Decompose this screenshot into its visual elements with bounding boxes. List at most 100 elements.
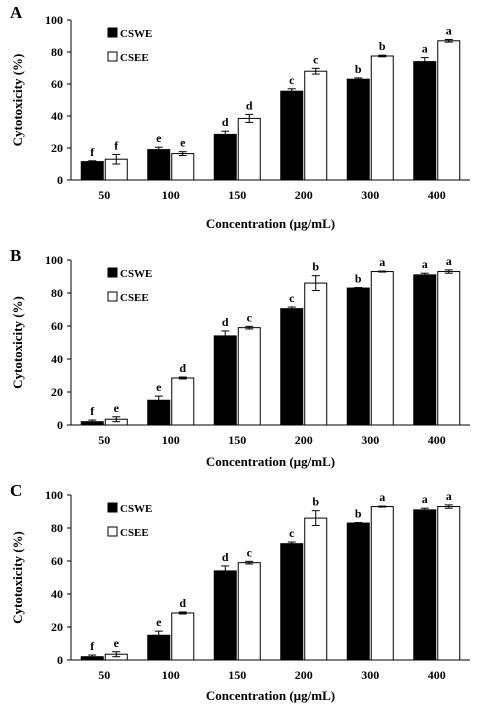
bar [280,90,304,181]
bar [280,308,304,426]
bar [346,78,370,181]
y-tick-label: 80 [51,521,63,535]
bar [171,612,195,661]
significance-letter: a [422,42,428,56]
bar [80,161,104,181]
bar [437,271,461,426]
significance-letter: f [90,404,95,418]
legend-label: CSEE [120,52,149,64]
legend-swatch [107,526,118,537]
significance-letter: a [422,492,428,506]
y-tick-label: 20 [51,141,63,155]
x-tick-label: 300 [361,668,379,682]
bar [413,274,437,426]
y-tick-label: 20 [51,620,63,634]
x-tick-label: 150 [228,668,246,682]
significance-letter: a [379,490,385,504]
significance-letter: d [179,596,186,610]
x-tick-label: 150 [228,433,246,447]
significance-letter: a [446,24,452,38]
significance-letter: b [312,495,319,509]
y-tick-label: 100 [45,13,63,27]
legend-swatch [107,502,118,513]
significance-letter: b [355,62,362,76]
bar [370,271,394,426]
bar [346,522,370,661]
y-axis-title: Cytotoxicity (%) [10,296,25,389]
bar [213,335,237,426]
legend-label: CSWE [120,503,152,515]
y-tick-label: 100 [45,253,63,267]
significance-letter: e [156,131,162,145]
bar [437,506,461,661]
x-tick-label: 50 [98,668,110,682]
y-tick-label: 0 [57,418,63,432]
significance-letter: c [247,545,253,559]
legend-label: CSEE [120,292,149,304]
bar [370,55,394,181]
bar [304,282,328,426]
y-tick-label: 60 [51,77,63,91]
legend-swatch [107,267,118,278]
y-tick-label: 0 [57,653,63,667]
significance-letter: e [114,636,120,650]
x-tick-label: 300 [361,433,379,447]
panel-label: A [10,3,23,22]
significance-letter: d [222,315,229,329]
x-tick-label: 150 [228,188,246,202]
x-axis-title: Concentration (µg/mL) [206,216,335,231]
significance-letter: f [114,138,119,152]
y-tick-label: 60 [51,554,63,568]
y-axis-title: Cytotoxicity (%) [10,54,25,147]
significance-letter: c [247,310,253,324]
x-tick-label: 200 [295,433,313,447]
bar [304,517,328,661]
x-axis-title: Concentration (µg/mL) [206,454,335,469]
x-tick-label: 400 [428,668,446,682]
legend-swatch [107,291,118,302]
legend-label: CSWE [120,28,152,40]
y-tick-label: 40 [51,587,63,601]
significance-letter: d [222,115,229,129]
bar [171,377,195,426]
bar [237,117,261,181]
significance-letter: d [179,361,186,375]
legend-label: CSWE [120,268,152,280]
significance-letter: a [379,255,385,269]
significance-letter: e [180,136,186,150]
y-tick-label: 60 [51,319,63,333]
y-tick-label: 100 [45,488,63,502]
significance-letter: b [355,272,362,286]
bar [346,287,370,426]
x-tick-label: 50 [98,433,110,447]
panel-label: B [10,246,21,265]
significance-letter: a [446,254,452,268]
significance-letter: d [222,550,229,564]
y-tick-label: 40 [51,109,63,123]
bar [213,133,237,181]
legend-label: CSEE [120,527,149,539]
x-tick-label: 200 [295,188,313,202]
x-tick-label: 300 [361,188,379,202]
significance-letter: b [312,260,319,274]
panel-label: C [10,481,22,500]
significance-letter: b [379,39,386,53]
y-tick-label: 80 [51,45,63,59]
significance-letter: b [355,507,362,521]
x-tick-label: 400 [428,433,446,447]
bar [413,509,437,661]
significance-letter: f [90,145,95,159]
bar [413,61,437,181]
bar [237,562,261,661]
bar [304,70,328,181]
y-tick-label: 0 [57,173,63,187]
x-tick-label: 50 [98,188,110,202]
significance-letter: a [422,257,428,271]
x-tick-label: 100 [162,188,180,202]
y-tick-label: 20 [51,385,63,399]
bar [280,543,304,661]
x-tick-label: 400 [428,188,446,202]
significance-letter: c [289,73,295,87]
significance-letter: e [114,401,120,415]
